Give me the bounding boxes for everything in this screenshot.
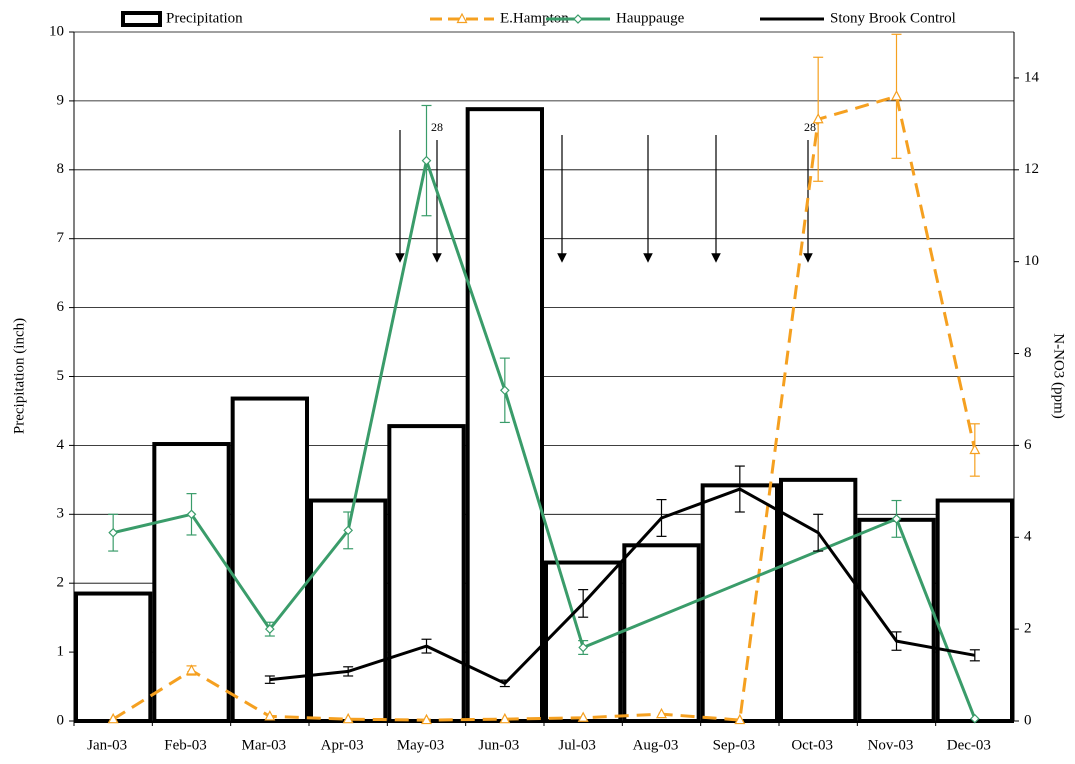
x-tick-label: May-03 [397,737,445,753]
legend-label: Stony Brook Control [830,10,956,26]
legend-label: E.Hampton [500,10,569,26]
y2-tick-label: 4 [1024,529,1032,545]
x-tick-label: Jul-03 [558,737,596,753]
legend-item: Stony Brook Control [760,10,956,26]
x-tick-label: Aug-03 [633,737,679,753]
annotation: 28 [431,120,443,134]
point [891,514,902,524]
y2-tick-label: 8 [1024,345,1032,361]
point [108,527,119,538]
x-tick-label: Jun-03 [478,737,519,753]
y-tick-label: 2 [57,575,65,591]
legend-label: Precipitation [166,10,243,26]
y2-tick-label: 12 [1024,161,1039,177]
point [264,710,276,721]
y2-axis-label: N-NO3 (ppm) [1051,333,1067,418]
point [499,385,510,396]
legend-marker [456,12,468,24]
bar [700,483,780,723]
line [112,94,977,722]
bar [230,396,310,723]
legend-label: Hauppauge [616,10,685,26]
point [499,712,511,724]
x-tick-label: Oct-03 [791,737,833,753]
bar [74,591,153,723]
y-tick-label: 1 [57,644,65,660]
y-tick-label: 7 [57,230,65,246]
line [269,487,976,686]
bar [622,543,701,723]
x-tick-label: Sep-03 [713,737,756,753]
y2-tick-label: 6 [1024,437,1032,453]
point [969,443,981,455]
point [264,624,275,634]
y-tick-label: 4 [57,437,65,453]
point [107,712,119,724]
bar [387,424,466,723]
x-tick-label: Nov-03 [868,737,914,753]
point [891,90,902,101]
point [969,713,980,724]
legend-marker [573,14,583,24]
legend-item: Precipitation [121,10,243,27]
y-tick-label: 0 [57,712,65,728]
point [812,112,824,124]
y-tick-label: 6 [57,299,65,315]
legend-swatch [121,11,162,27]
x-tick-label: Jan-03 [87,737,127,753]
y-tick-label: 8 [57,161,65,177]
y2-tick-label: 14 [1024,69,1040,85]
x-tick-label: Dec-03 [947,737,991,753]
y2-tick-label: 2 [1024,621,1032,637]
y2-tick-label: 10 [1024,253,1039,269]
point [577,711,589,722]
legend-item: Hauppauge [546,10,685,26]
legend-item: E.Hampton [430,10,569,26]
bar [152,442,231,723]
y-tick-label: 9 [57,92,65,108]
error-bar [264,675,275,684]
y2-tick-label: 0 [1024,712,1032,728]
y-axis-label: Precipitation (inch) [11,318,27,434]
y-tick-label: 5 [57,368,65,384]
annotation-arrows: 28 28 [395,120,816,263]
y-tick-label: 10 [49,23,64,39]
bars [74,107,1015,724]
point [421,713,432,725]
point [342,712,354,724]
x-tick-label: Apr-03 [321,737,364,753]
point [343,525,354,536]
point [421,155,432,166]
grid [74,31,1014,722]
bar [935,498,1015,723]
x-tick-label: Feb-03 [164,737,207,753]
point [656,707,667,719]
point [734,713,746,725]
x-tick-label: Mar-03 [241,737,286,753]
point [186,509,197,520]
point [578,642,589,653]
point [186,664,197,675]
bar [857,517,936,724]
y-tick-label: 3 [57,506,65,522]
